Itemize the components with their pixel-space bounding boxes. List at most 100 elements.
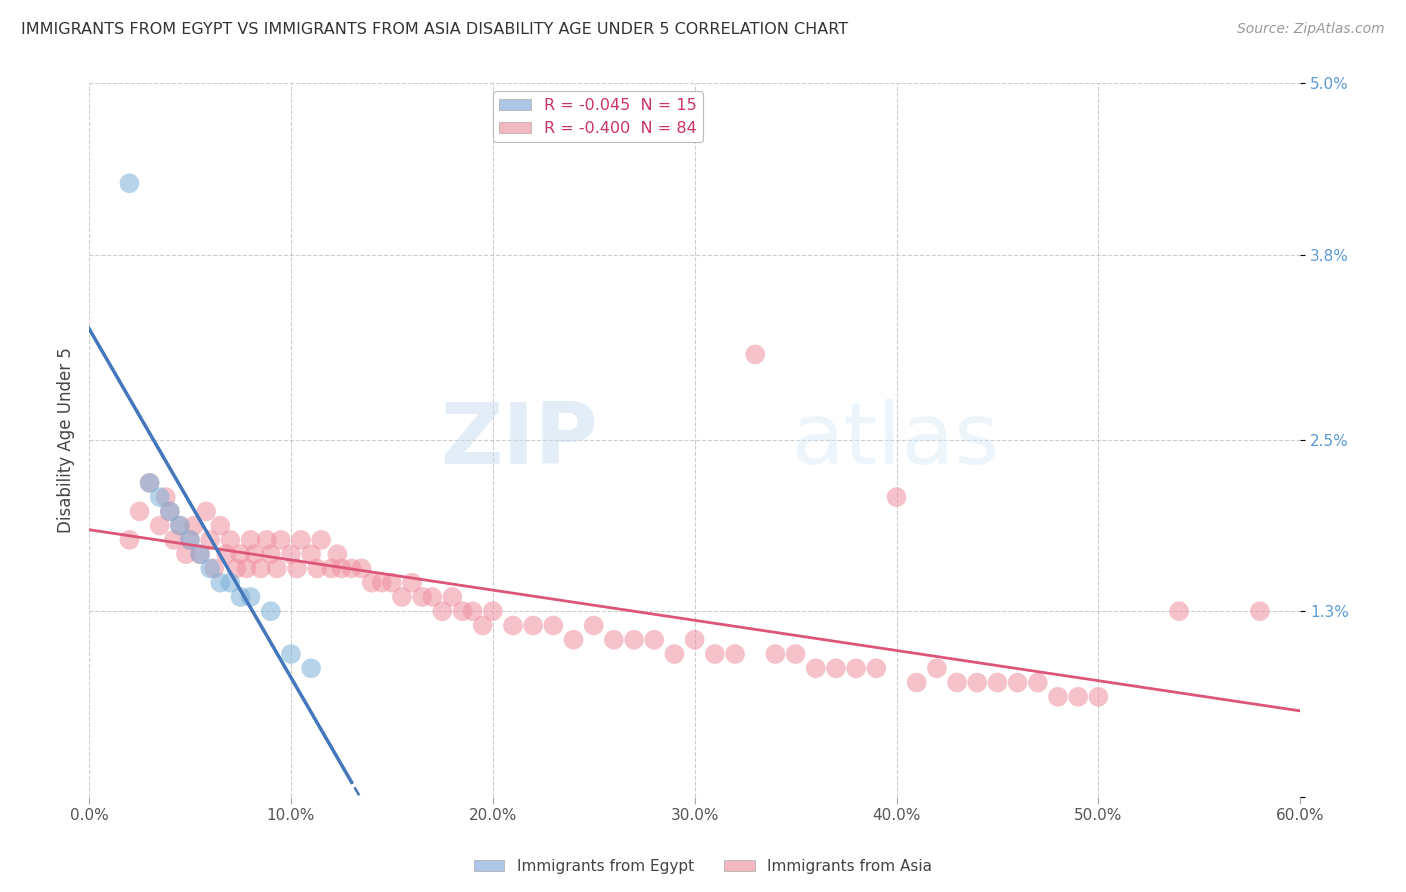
Point (502, 618, 524, 632)
Point (118, 176, 141, 190)
Point (215, 547, 238, 561)
Point (260, 547, 283, 561)
Point (249, 561, 271, 575)
Point (128, 504, 150, 518)
Point (330, 561, 353, 575)
Point (683, 632, 706, 647)
Point (785, 647, 807, 661)
Point (179, 533, 201, 547)
Point (209, 518, 232, 533)
Point (299, 661, 322, 675)
Point (471, 618, 494, 632)
Point (744, 347, 766, 361)
Point (603, 632, 626, 647)
Point (825, 661, 848, 675)
Point (243, 547, 266, 561)
Point (420, 590, 443, 604)
Point (1168, 604, 1191, 618)
Point (401, 575, 423, 590)
Point (1067, 690, 1090, 704)
Point (270, 533, 292, 547)
Point (451, 604, 474, 618)
Point (307, 561, 329, 575)
Point (441, 590, 464, 604)
Point (1087, 690, 1109, 704)
Point (543, 618, 565, 632)
Point (763, 647, 786, 661)
Point (1007, 675, 1029, 690)
Point (188, 547, 211, 561)
Point (309, 533, 332, 547)
Point (138, 475, 160, 490)
Point (174, 547, 197, 561)
Point (905, 675, 928, 690)
Point (169, 518, 191, 533)
Point (229, 590, 252, 604)
Point (280, 547, 302, 561)
Point (350, 561, 373, 575)
Point (391, 590, 413, 604)
Point (163, 533, 186, 547)
Point (118, 533, 141, 547)
Legend: R = -0.045  N = 15, R = -0.400  N = 84: R = -0.045 N = 15, R = -0.400 N = 84 (492, 91, 703, 142)
Point (219, 575, 242, 590)
Point (239, 590, 262, 604)
Point (202, 561, 225, 575)
Point (804, 661, 827, 675)
Point (340, 561, 363, 575)
Point (225, 561, 247, 575)
Point (432, 604, 454, 618)
Point (582, 618, 605, 632)
Point (986, 675, 1008, 690)
Point (159, 504, 181, 518)
Text: atlas: atlas (792, 399, 1000, 482)
Point (235, 561, 257, 575)
Point (183, 518, 205, 533)
Point (623, 632, 645, 647)
Point (865, 661, 887, 675)
Text: Source: ZipAtlas.com: Source: ZipAtlas.com (1237, 22, 1385, 37)
Point (321, 561, 343, 575)
Legend: Immigrants from Egypt, Immigrants from Asia: Immigrants from Egypt, Immigrants from A… (468, 853, 938, 880)
Point (198, 533, 221, 547)
Point (138, 475, 160, 490)
Point (149, 518, 172, 533)
Point (266, 561, 288, 575)
Point (290, 533, 312, 547)
Point (326, 547, 349, 561)
Point (371, 575, 394, 590)
Point (229, 547, 252, 561)
Y-axis label: Disability Age Under 5: Disability Age Under 5 (58, 347, 75, 533)
Point (886, 490, 908, 504)
Point (360, 575, 382, 590)
Point (209, 575, 232, 590)
Text: ZIP: ZIP (440, 399, 598, 482)
Point (149, 490, 172, 504)
Point (188, 547, 211, 561)
Point (280, 647, 302, 661)
Point (239, 533, 262, 547)
Point (299, 547, 322, 561)
Point (946, 675, 969, 690)
Point (411, 590, 433, 604)
Point (285, 561, 308, 575)
Point (925, 661, 948, 675)
Point (159, 504, 181, 518)
Point (179, 533, 201, 547)
Point (260, 604, 283, 618)
Point (643, 632, 665, 647)
Point (169, 518, 191, 533)
Point (1026, 675, 1049, 690)
Point (461, 604, 484, 618)
Point (845, 661, 868, 675)
Point (256, 533, 278, 547)
Text: IMMIGRANTS FROM EGYPT VS IMMIGRANTS FROM ASIA DISABILITY AGE UNDER 5 CORRELATION: IMMIGRANTS FROM EGYPT VS IMMIGRANTS FROM… (21, 22, 848, 37)
Point (724, 647, 747, 661)
Point (381, 575, 404, 590)
Point (198, 561, 221, 575)
Point (703, 647, 725, 661)
Point (481, 604, 503, 618)
Point (966, 675, 988, 690)
Point (562, 632, 585, 647)
Point (195, 504, 218, 518)
